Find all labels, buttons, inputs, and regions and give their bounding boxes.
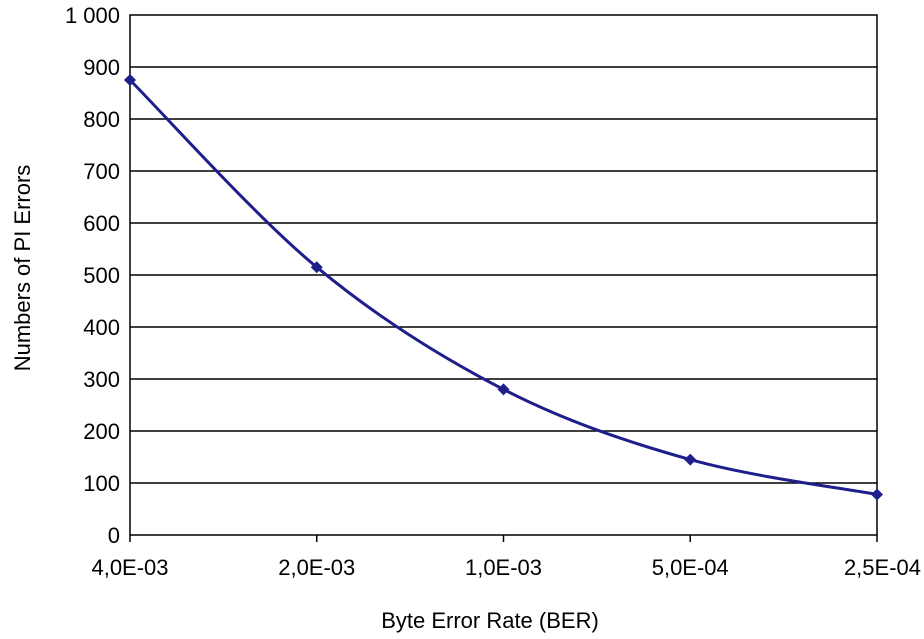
data-point: [497, 383, 510, 396]
y-tick-label: 600: [83, 211, 120, 236]
y-tick-label: 400: [83, 315, 120, 340]
x-axis-title: Byte Error Rate (BER): [381, 608, 599, 633]
y-tick-label: 200: [83, 419, 120, 444]
x-axis-ticks: [129, 535, 878, 542]
x-tick-label: 4,0E-03: [91, 555, 168, 580]
x-tick-label: 5,0E-04: [652, 555, 729, 580]
y-tick-label: 300: [83, 367, 120, 392]
gridlines: [130, 66, 877, 484]
data-point: [124, 74, 136, 86]
y-tick-label: 800: [83, 107, 120, 132]
y-axis-title: Numbers of PI Errors: [10, 165, 35, 372]
y-tick-label: 0: [108, 523, 120, 548]
x-tick-label: 2,0E-03: [278, 555, 355, 580]
y-tick-label: 1 000: [65, 3, 120, 28]
y-tick-label: 900: [83, 55, 120, 80]
y-tick-label: 700: [83, 159, 120, 184]
x-tick-label: 1,0E-03: [465, 555, 542, 580]
x-tick-labels: 4,0E-03 2,0E-03 1,0E-03 5,0E-04 2,5E-04: [91, 555, 921, 580]
series-layer: [124, 74, 883, 501]
y-tick-label: 100: [83, 471, 120, 496]
series-line: [128, 78, 878, 496]
data-point: [310, 261, 323, 274]
y-tick-label: 500: [83, 263, 120, 288]
x-tick-label: 2,5E-04: [844, 555, 921, 580]
data-point: [871, 488, 883, 501]
y-tick-labels: 0 100 200 300 400 500 600 700 800 900 1 000: [65, 3, 120, 548]
data-point: [684, 453, 697, 466]
